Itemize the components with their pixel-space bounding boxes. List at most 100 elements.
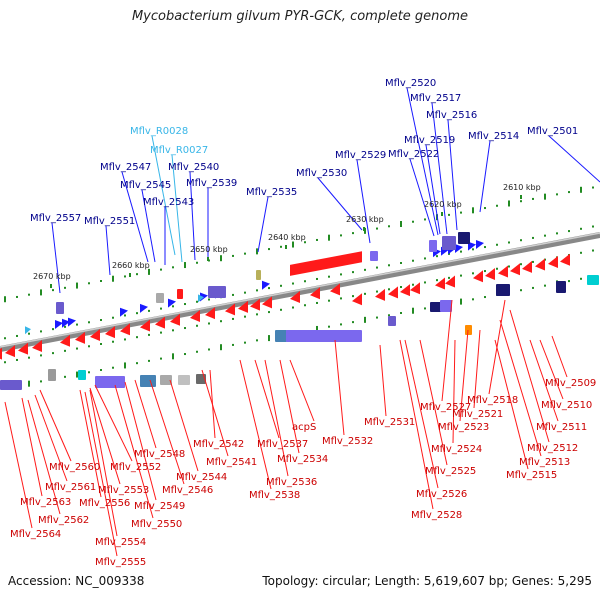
gene-label-reverse: Mflv_2552 bbox=[110, 462, 161, 473]
gene-label-reverse: Mflv_2563 bbox=[20, 497, 71, 508]
gene-label-reverse: Mflv_2544 bbox=[176, 472, 227, 483]
gc-dot bbox=[280, 245, 282, 248]
gc-dot bbox=[436, 255, 438, 258]
gc-dot bbox=[292, 282, 294, 285]
reverse-gene-block bbox=[290, 251, 362, 276]
gc-dot bbox=[112, 275, 114, 282]
gene-label-forward: Mflv_R0028 bbox=[130, 126, 188, 137]
gc-dot bbox=[460, 211, 462, 214]
gc-dot bbox=[232, 293, 234, 296]
kbp-tick-labels: 2610 kbp 2620 kbp 2630 kbp 2640 kbp 2650 kbp… bbox=[33, 183, 541, 288]
gc-dot bbox=[268, 287, 270, 290]
gene-box bbox=[388, 316, 396, 326]
gene-label-reverse: Mflv_2528 bbox=[411, 510, 462, 521]
label-leader-line bbox=[479, 140, 491, 213]
gene-label-forward: Mflv_2551 bbox=[84, 216, 135, 227]
gc-dot bbox=[88, 282, 90, 285]
gene-label-forward: Mflv_R0027 bbox=[150, 145, 208, 156]
gc-dot bbox=[328, 325, 330, 328]
gc-dot bbox=[472, 248, 474, 251]
gene-box bbox=[442, 236, 456, 250]
reverse-gene-arrow bbox=[410, 282, 420, 295]
label-leader-line bbox=[84, 391, 118, 557]
gc-dot bbox=[544, 193, 546, 200]
gc-dot bbox=[4, 361, 6, 364]
gene-label-forward: Mflv_2519 bbox=[404, 135, 455, 146]
label-leader-line bbox=[447, 119, 458, 231]
gc-dot bbox=[40, 330, 42, 333]
gene-box bbox=[0, 380, 22, 390]
feature-glyphs bbox=[0, 232, 600, 390]
gene-label-forward: Mflv_2517 bbox=[410, 93, 461, 104]
gene-label-reverse: Mflv_2523 bbox=[438, 422, 489, 433]
gc-dot bbox=[448, 252, 450, 255]
label-leader-line bbox=[169, 379, 199, 472]
gc-dot bbox=[124, 362, 126, 369]
reverse-gene-arrow bbox=[262, 296, 272, 309]
label-leader-line bbox=[94, 384, 133, 462]
gc-dot bbox=[4, 337, 6, 340]
gc-dot bbox=[160, 307, 162, 310]
reverse-gene-arrow bbox=[75, 331, 85, 344]
gc-dot bbox=[376, 290, 378, 293]
gc-dot bbox=[568, 191, 570, 194]
reverse-gene-arrow bbox=[225, 303, 235, 316]
reverse-gene-arrow bbox=[510, 263, 520, 276]
gc-dot bbox=[256, 289, 258, 292]
gc-dot bbox=[112, 316, 114, 319]
gene-box bbox=[275, 330, 287, 342]
gene-box bbox=[286, 330, 362, 342]
gc-dot bbox=[316, 325, 318, 332]
reverse-gene-arrow bbox=[352, 293, 362, 306]
reverse-gene-arrow bbox=[32, 340, 42, 353]
gene-label-reverse: Mflv_2518 bbox=[467, 395, 518, 406]
gc-dot bbox=[52, 352, 54, 355]
gc-dot bbox=[232, 317, 234, 320]
label-leader-line bbox=[171, 154, 183, 263]
gc-dot bbox=[172, 266, 174, 269]
gc-dot bbox=[124, 275, 126, 278]
gc-dot bbox=[388, 264, 390, 267]
gc-dot bbox=[220, 344, 222, 351]
gene-box bbox=[440, 300, 452, 312]
gc-dot bbox=[520, 263, 522, 266]
gc-dot bbox=[268, 248, 270, 251]
gc-dot bbox=[208, 322, 210, 325]
gc-dot bbox=[424, 281, 426, 284]
rna-gene-arrow bbox=[198, 294, 204, 303]
gene-box bbox=[370, 251, 378, 261]
gene-label-reverse: Mflv_2513 bbox=[519, 457, 570, 468]
gene-label-forward: Mflv_2514 bbox=[468, 131, 519, 142]
gc-dot bbox=[160, 357, 162, 360]
label-leader-line bbox=[121, 171, 149, 263]
label-leader-line bbox=[279, 359, 300, 454]
gc-dot bbox=[196, 350, 198, 353]
gc-dot bbox=[304, 241, 306, 244]
gene-label-reverse: Mflv_2515 bbox=[506, 470, 557, 481]
label-leader-line bbox=[509, 309, 550, 443]
label-leader-line bbox=[431, 102, 448, 235]
gene-label-reverse: Mflv_2555 bbox=[95, 557, 146, 568]
label-leader-line bbox=[473, 329, 481, 409]
gc-dot bbox=[580, 251, 582, 254]
gc-dot bbox=[88, 321, 90, 324]
reverse-gene-arrow bbox=[290, 291, 300, 303]
gc-dot bbox=[508, 200, 510, 207]
gene-label-reverse: Mflv_2546 bbox=[162, 485, 213, 496]
gc-dot bbox=[508, 265, 510, 268]
gc-dot bbox=[148, 359, 150, 362]
gc-dot bbox=[28, 332, 30, 335]
gc-dot bbox=[544, 284, 546, 287]
gc-dot bbox=[472, 272, 474, 275]
label-leader-line bbox=[452, 339, 456, 444]
gc-dot bbox=[184, 262, 186, 269]
gc-dot bbox=[340, 273, 342, 276]
gc-dot bbox=[52, 328, 54, 331]
accession-text: Accession: NC_009338 bbox=[8, 574, 145, 588]
reverse-gene-arrow bbox=[18, 342, 28, 355]
gc-dot bbox=[40, 354, 42, 357]
gc-dot bbox=[316, 301, 318, 304]
label-leader-line bbox=[79, 389, 102, 498]
gene-box bbox=[156, 293, 164, 303]
gc-dot bbox=[376, 266, 378, 269]
